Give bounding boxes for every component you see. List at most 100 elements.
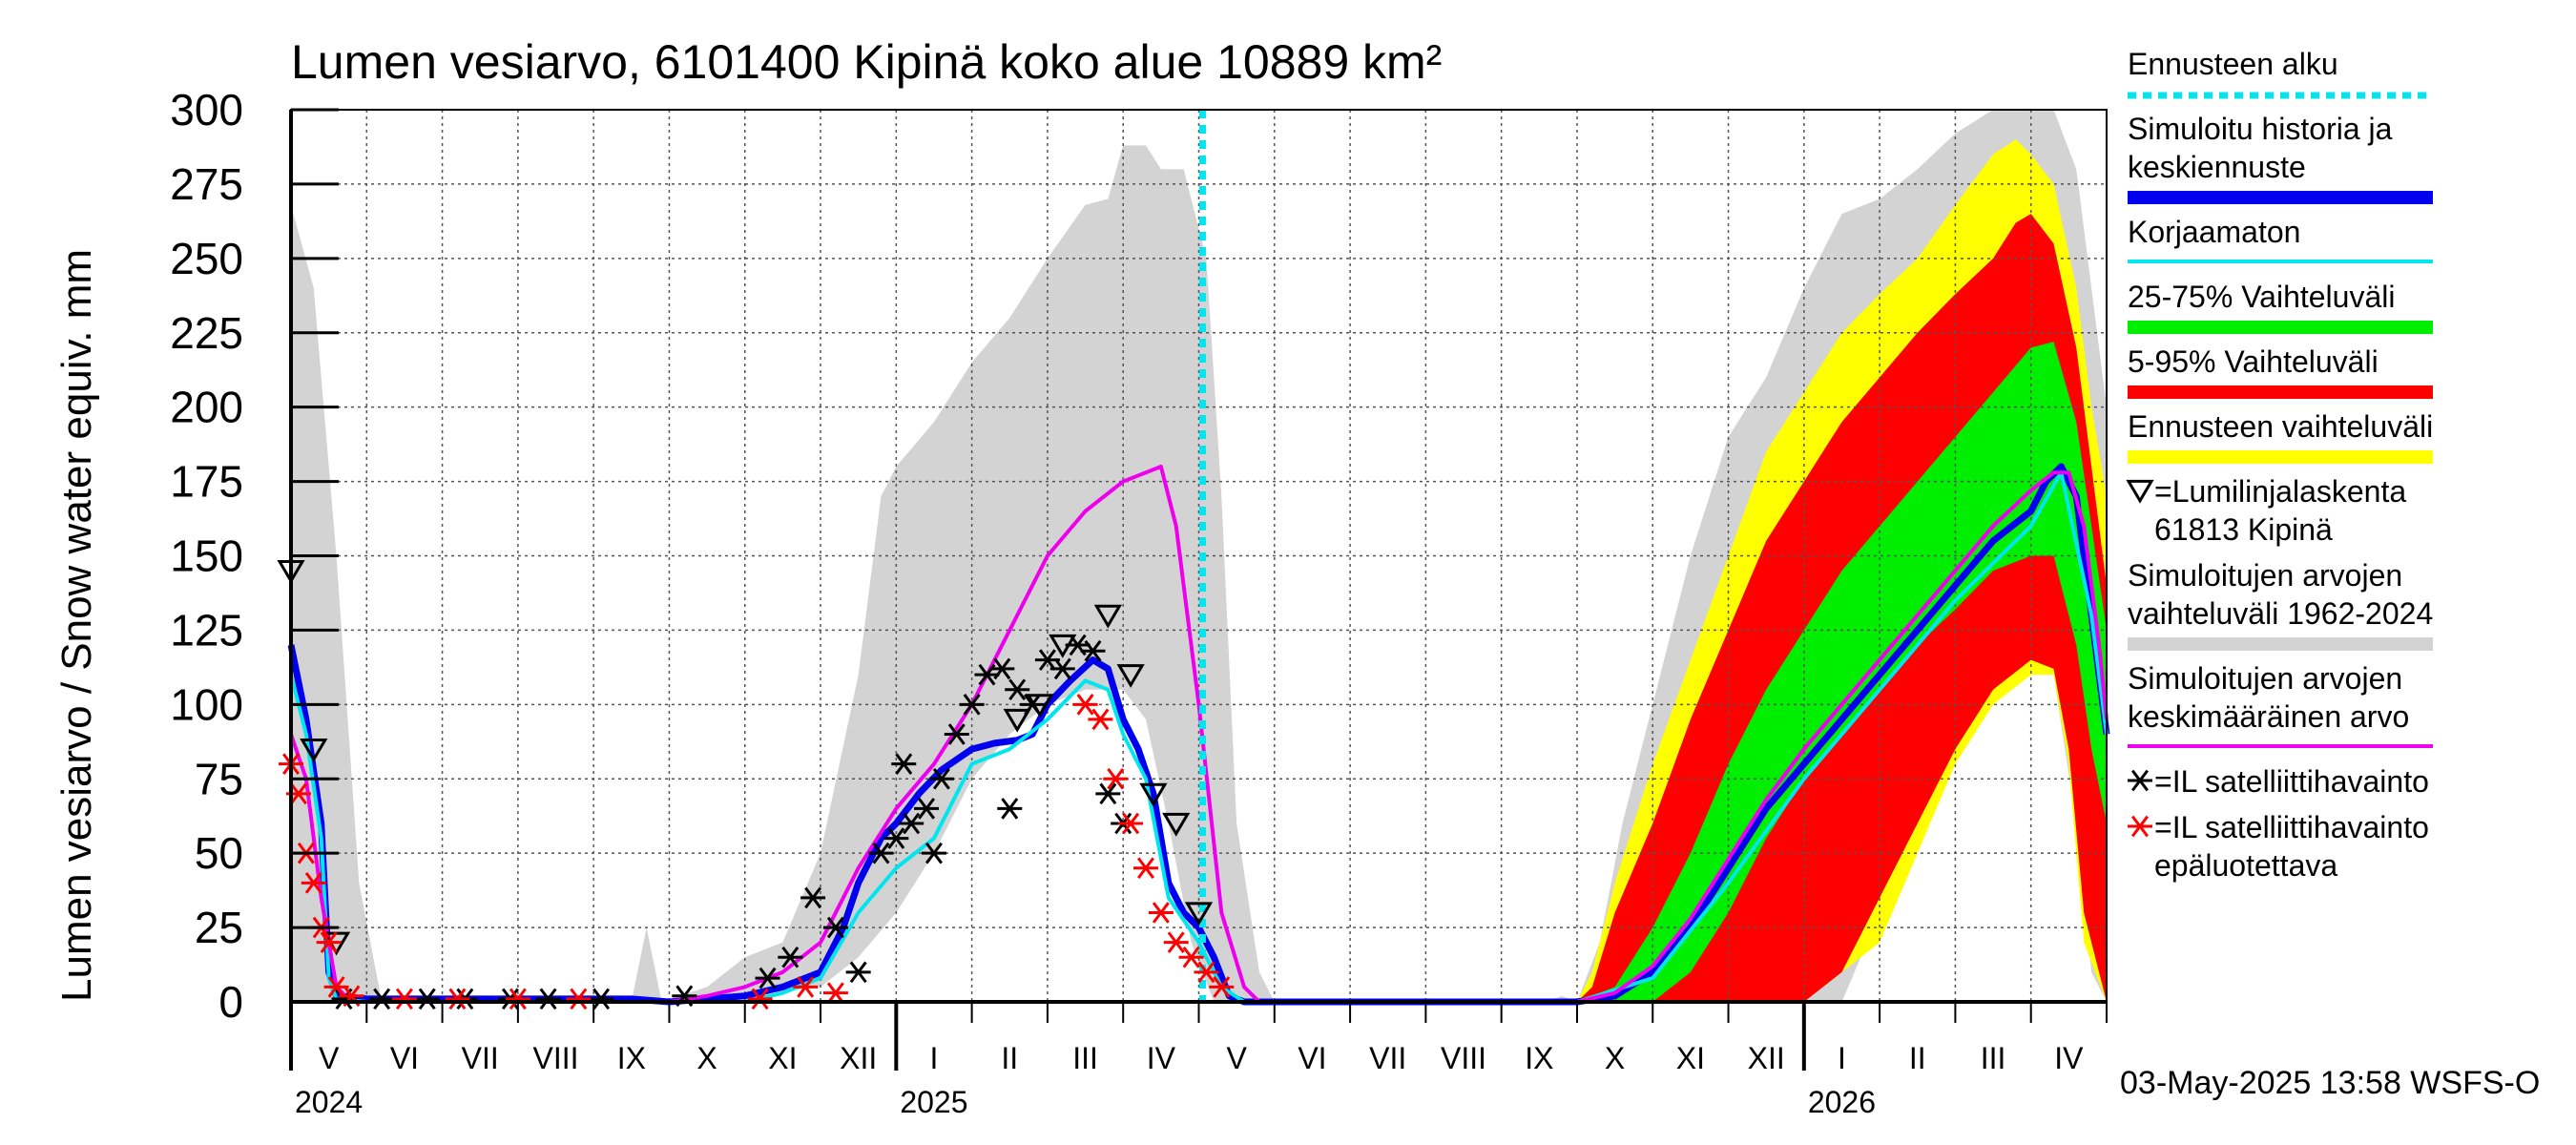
satellite-marker-8-shape — [928, 767, 954, 790]
satellite-marker-2 — [822, 916, 848, 939]
satellite-marker-16-shape — [1049, 657, 1075, 680]
x-year-label-2: 2026 — [1808, 1085, 1876, 1119]
satellite-unreliable-marker-5 — [316, 931, 342, 953]
satellite-unreliable-marker-3 — [301, 872, 326, 894]
satellite-unreliable-marker-9-shape — [445, 988, 470, 1010]
legend-label-2: vaihteluväli 1962-2024 — [2128, 596, 2433, 631]
x-month-label-10: III — [1072, 1041, 1098, 1075]
x-month-label-16: IX — [1525, 1041, 1553, 1075]
legend-label: 25-75% Vaihteluväli — [2128, 280, 2395, 314]
y-tick-label-5: 125 — [170, 605, 243, 655]
satellite-marker-10 — [959, 694, 985, 716]
x-month-label-13: VI — [1298, 1041, 1326, 1075]
satellite-marker-5 — [883, 827, 909, 849]
satellite-marker-26-shape — [414, 988, 440, 1010]
series-line-2 — [289, 465, 2109, 1004]
legend-label: 5-95% Vaihteluväli — [2128, 344, 2379, 379]
legend-label: Simuloitujen arvojen — [2128, 558, 2402, 593]
chart-title: Lumen vesiarvo, 6101400 Kipinä koko alue… — [291, 35, 1442, 89]
satellite-marker-9-shape — [944, 723, 969, 745]
legend-item-1: Simuloitu historia ja keskiennuste — [2128, 112, 2433, 204]
lumilinja-marker-5 — [1139, 782, 1168, 807]
satellite-unreliable-marker-8-shape — [391, 988, 417, 1010]
x-year-label-1: 2025 — [900, 1085, 967, 1119]
y-tick-label-12: 300 — [170, 85, 243, 135]
satellite-marker-32 — [755, 967, 780, 989]
y-tick-label-7: 175 — [170, 457, 243, 507]
legend-item-0: Ennusteen alku — [2128, 47, 2433, 99]
legend-label: =IL satelliittihavainto — [2154, 810, 2429, 844]
legend-label-2: keskiennuste — [2128, 150, 2306, 184]
y-tick-label-6: 150 — [170, 531, 243, 581]
satellite-marker-12 — [989, 657, 1015, 680]
satellite-marker-3 — [845, 961, 871, 984]
satellite-marker-16 — [1049, 657, 1075, 680]
grid-layer — [291, 110, 2107, 1002]
legend-item-4: 5-95% Vaihteluväli — [2128, 344, 2433, 399]
satellite-marker-12-shape — [989, 657, 1015, 680]
satellite-unreliable-marker-20-shape — [1148, 902, 1174, 924]
legend-item-3: 25-75% Vaihteluväli — [2128, 280, 2433, 334]
satellite-unreliable-marker-18 — [1118, 812, 1144, 835]
x-month-label-15: VIII — [1441, 1041, 1486, 1075]
x-month-label-21: II — [1909, 1041, 1926, 1075]
satellite-marker-26 — [414, 988, 440, 1010]
lumilinja-marker-9 — [1003, 708, 1031, 733]
legend-swatch — [2128, 450, 2433, 464]
legend-label: Ennusteen vaihteluväli — [2128, 409, 2433, 444]
satellite-marker-18 — [1080, 639, 1106, 662]
satellite-marker-21 — [997, 798, 1023, 820]
footer-timestamp: 03-May-2025 13:58 WSFS-O — [2120, 1065, 2540, 1101]
satellite-unreliable-marker-22-shape — [1178, 946, 1204, 968]
satellite-marker-14-shape — [1020, 694, 1046, 716]
legend-label-2: keskimääräinen arvo — [2128, 699, 2409, 734]
legend-label: Simuloitujen arvojen — [2128, 661, 2402, 696]
y-tick-label-11: 275 — [170, 159, 243, 209]
satellite-unreliable-marker-13 — [793, 976, 819, 998]
satellite-unreliable-marker-14-shape — [822, 982, 848, 1004]
x-month-label-20: I — [1838, 1041, 1846, 1075]
satellite-marker-8 — [928, 767, 954, 790]
satellite-marker-10-shape — [959, 694, 985, 716]
satellite-unreliable-marker-10 — [505, 988, 530, 1010]
satellite-unreliable-marker-13-shape — [793, 976, 819, 998]
lumilinja-marker-4 — [1116, 664, 1145, 688]
lumilinja-marker-3 — [1093, 604, 1122, 629]
legend-star-icon — [2128, 815, 2152, 838]
satellite-unreliable-marker-23 — [1194, 961, 1219, 984]
satellite-unreliable-marker-24-shape — [1209, 976, 1235, 998]
y-tick-label-2: 50 — [195, 828, 243, 878]
x-month-label-22: III — [1981, 1041, 2006, 1075]
lumilinja-marker-7 — [1184, 902, 1214, 926]
satellite-unreliable-marker-12 — [747, 988, 773, 1010]
satellite-unreliable-marker-15-shape — [1072, 694, 1098, 716]
satellite-marker-1 — [800, 886, 826, 909]
legend-label: =IL satelliittihavainto — [2154, 764, 2429, 799]
legend-item-2: Korjaamaton — [2128, 215, 2433, 263]
satellite-unreliable-marker-17-shape — [1103, 767, 1129, 790]
satellite-unreliable-marker-15 — [1072, 694, 1098, 716]
x-month-label-8: I — [930, 1041, 939, 1075]
satellite-marker-32-shape — [755, 967, 780, 989]
x-month-label-23: IV — [2054, 1041, 2084, 1075]
satellite-unreliable-marker-11 — [566, 988, 592, 1010]
x-month-label-3: VIII — [533, 1041, 579, 1075]
satellite-unreliable-marker-19 — [1133, 857, 1158, 880]
legend-star-icon-shape — [2128, 769, 2152, 792]
satellite-marker-13 — [1005, 678, 1030, 701]
satellite-marker-7-shape — [914, 798, 940, 820]
satellite-marker-23 — [921, 842, 946, 864]
satellite-marker-14 — [1020, 694, 1046, 716]
satellite-marker-1-shape — [800, 886, 826, 909]
satellite-marker-25-shape — [369, 988, 395, 1010]
legend-triangle-icon — [2126, 479, 2154, 504]
satellite-unreliable-marker-22 — [1178, 946, 1204, 968]
satellite-marker-6 — [899, 812, 924, 835]
x-month-label-1: VI — [390, 1041, 419, 1075]
y-tick-label-1: 25 — [195, 903, 243, 952]
legend: Ennusteen alku Simuloitu historia ja keski… — [2126, 47, 2433, 883]
satellite-unreliable-marker-21-shape — [1163, 931, 1189, 953]
satellite-unreliable-marker-20 — [1148, 902, 1174, 924]
band-3 — [1576, 342, 2107, 1003]
